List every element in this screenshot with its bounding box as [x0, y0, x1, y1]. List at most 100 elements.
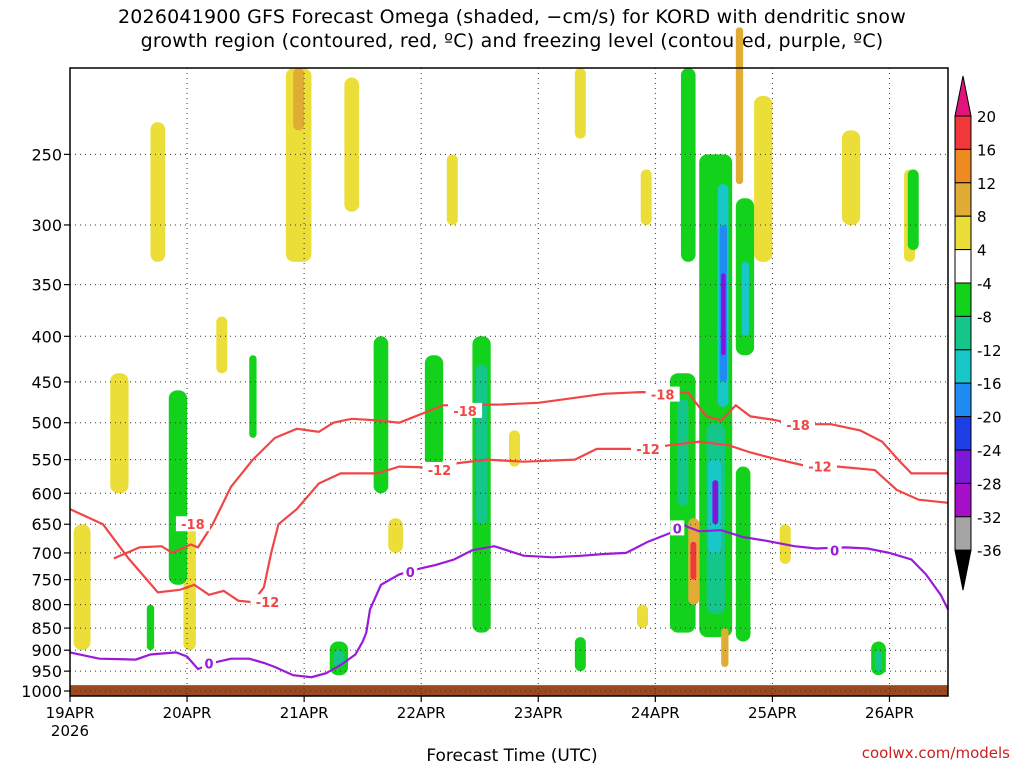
- omega-cell-8: [388, 518, 403, 553]
- colorbar-bin-9: [954, 416, 972, 451]
- y-tick-label-350: 350: [31, 276, 62, 295]
- source-credit: coolwx.com/models: [861, 744, 1010, 762]
- contour-label-11: 0: [830, 545, 839, 560]
- y-tick-label-250: 250: [31, 145, 62, 164]
- y-tick-label-900: 900: [31, 641, 62, 660]
- y-tick-label-1000: 1000: [21, 682, 62, 701]
- colorbar-label-1: 16: [977, 141, 996, 159]
- colorbar-label-7: -12: [977, 342, 1002, 360]
- omega-cell-45: [690, 541, 697, 580]
- colorbar-label-12: -32: [977, 509, 1002, 527]
- omega-cell-43: [907, 169, 919, 250]
- omega-cell-5: [285, 68, 312, 262]
- colorbar-bin-8: [954, 382, 972, 418]
- colorbar-label-5: -4: [977, 275, 992, 293]
- omega-cell-27: [574, 637, 586, 672]
- colorbar-bin-12: [954, 516, 972, 551]
- omega-cell-24: [424, 355, 444, 467]
- omega-cell-13: [637, 604, 649, 629]
- omega-cell-12: [640, 169, 652, 225]
- colorbar-label-4: 4: [977, 242, 987, 260]
- x-axis-label: Forecast Time (UTC): [426, 746, 598, 766]
- omega-cell-2: [150, 122, 166, 262]
- omega-cell-1: [110, 373, 129, 494]
- colorbar-bin-1: [954, 148, 972, 184]
- colorbar-label-8: -16: [977, 375, 1002, 393]
- chart-title-line2: growth region (contoured, red, ºC) and f…: [140, 30, 884, 52]
- colorbar-label-3: 8: [977, 208, 987, 226]
- contour-labels: -18 -18 -18 -18 -12 -12 -12 -12 0 0 0 0: [175, 386, 842, 673]
- omega-shading: [73, 27, 919, 676]
- contour-label-bg-10: [670, 520, 685, 536]
- x-tick-label-23apr: 23APR: [514, 704, 563, 722]
- omega-cell-37: [712, 480, 719, 525]
- y-tick-label-700: 700: [31, 544, 62, 563]
- omega-cell-30: [677, 398, 689, 506]
- contour-label-bg-5: [422, 461, 457, 477]
- colorbar: 20 16 12 8 4 -4 -8 -12 -16 -20 -24 -28 -32 -36: [954, 75, 1002, 591]
- omega-cell-15: [841, 130, 861, 225]
- omega-cell-22: [333, 650, 345, 668]
- colorbar-bin-6: [954, 315, 972, 351]
- y-tick-label-950: 950: [31, 662, 62, 681]
- omega-cell-6: [293, 68, 305, 131]
- contour-label-10: 0: [673, 522, 682, 537]
- omega-cell-28: [680, 68, 696, 262]
- contour-label-4: -12: [256, 596, 280, 611]
- colorbar-bottom-arrow: [954, 549, 972, 591]
- contour-label-6: -12: [636, 443, 660, 458]
- colorbar-label-10: -24: [977, 442, 1002, 460]
- y-tick-label-750: 750: [31, 571, 62, 590]
- colorbar-bin-7: [954, 349, 972, 384]
- contour-line-minus12-1: [69, 440, 949, 604]
- omega-cell-39: [741, 261, 749, 337]
- omega-cell-35: [721, 273, 726, 356]
- contour-label-9: 0: [406, 566, 415, 581]
- y-axis: 250 300 350 400 450 500 550 600 650 700 750 800 850 9…: [21, 145, 70, 701]
- contour-label-bg-8: [202, 655, 217, 671]
- omega-cell-14: [754, 95, 773, 262]
- plot-background: [70, 68, 948, 696]
- y-tick-label-600: 600: [31, 484, 62, 503]
- contour-label-bg-0: [175, 516, 210, 532]
- omega-cell-19: [146, 604, 155, 651]
- colorbar-bin-11: [954, 482, 972, 518]
- contour-line-0-2: [69, 522, 949, 679]
- y-tick-label-850: 850: [31, 619, 62, 638]
- chart-title-line1: 2026041900 GFS Forecast Omega (shaded, −…: [117, 6, 906, 28]
- colorbar-bin-3: [954, 215, 972, 251]
- x-tick-year-label: 2026: [51, 722, 89, 740]
- contour-label-1: -18: [453, 405, 477, 420]
- x-tick-label-26apr: 26APR: [865, 704, 914, 722]
- omega-cell-10: [509, 430, 520, 467]
- omega-cell-20: [249, 355, 257, 438]
- contour-label-bg-3: [781, 417, 816, 433]
- x-tick-label-20apr: 20APR: [163, 704, 212, 722]
- x-tick-label-21apr: 21APR: [280, 704, 329, 722]
- colorbar-label-11: -28: [977, 475, 1002, 493]
- y-tick-label-400: 400: [31, 327, 62, 346]
- contour-label-bg-6: [631, 440, 666, 456]
- colorbar-label-9: -20: [977, 409, 1002, 427]
- omega-cell-18: [168, 390, 188, 585]
- x-tick-label-25apr: 25APR: [748, 704, 797, 722]
- contour-label-0: -18: [181, 518, 205, 533]
- x-axis: 19APR 20APR 21APR 22APR 23APR 24APR 25APR 26APR…: [46, 696, 914, 740]
- contour-label-bg-9: [403, 563, 418, 579]
- colorbar-bin-10: [954, 449, 972, 484]
- omega-cell-26: [476, 364, 488, 525]
- ground-below-surface: [70, 685, 948, 696]
- y-tick-label-450: 450: [31, 373, 62, 392]
- omega-cell-9: [446, 154, 458, 225]
- contour-label-bg-7: [802, 458, 837, 474]
- colorbar-bin-2: [954, 182, 972, 217]
- contour-label-7: -12: [808, 461, 832, 476]
- colorbar-bin-4: [954, 249, 972, 284]
- contour-label-bg-1: [448, 402, 483, 418]
- x-tick-label-19apr: 19APR: [46, 704, 95, 722]
- omega-cell-47: [735, 27, 744, 185]
- x-tick-label-22apr: 22APR: [397, 704, 446, 722]
- contour-label-bg-2: [645, 386, 680, 402]
